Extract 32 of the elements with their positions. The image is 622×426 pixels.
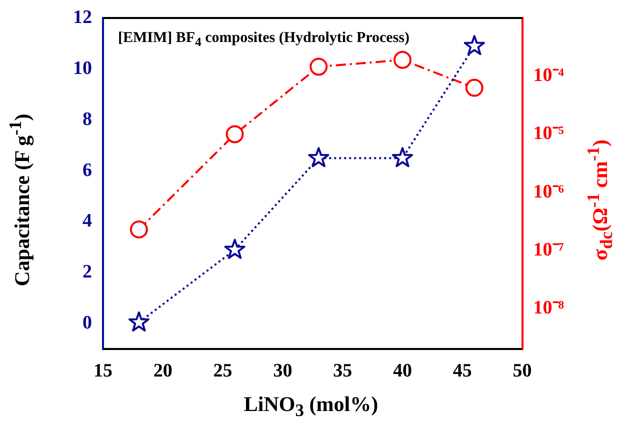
point <box>392 147 414 168</box>
y-tick-label: 0 <box>82 312 92 334</box>
y2-tick-label: 10⁻⁷ <box>533 239 564 260</box>
y2-tick-label: 10⁻⁸ <box>533 297 564 318</box>
y-tick-label: 2 <box>82 262 92 283</box>
x-tick-label: 30 <box>273 360 292 382</box>
x-tick-label: 40 <box>393 360 412 382</box>
annotation: [EMIM] BF$_{4}$ composites (Hydrolytic Process) <box>118 30 410 50</box>
y2-tick-label: 10⁻⁵ <box>533 123 564 144</box>
y-tick-label: 4 <box>82 210 92 232</box>
y-tick-label: 6 <box>82 160 92 181</box>
x-tick-label: 25 <box>213 360 232 382</box>
point <box>130 220 148 238</box>
y-tick-label: 10 <box>73 58 92 79</box>
point <box>310 58 328 76</box>
x-tick-label: 50 <box>512 360 532 382</box>
point <box>465 78 484 97</box>
x-tick-label: 35 <box>333 360 352 382</box>
point <box>308 147 330 168</box>
point <box>394 50 412 69</box>
x-tick-label: 15 <box>94 360 112 382</box>
point <box>226 125 244 144</box>
x-axis-title: LiNO$_{3}$ (mol%) <box>242 392 380 422</box>
y2-tick-label: 10⁻⁶ <box>533 181 564 202</box>
point <box>464 35 485 56</box>
y-tick-label: 8 <box>82 108 92 130</box>
y2-tick-label: 10⁻⁴ <box>533 65 564 86</box>
point <box>224 238 246 259</box>
point <box>128 311 150 332</box>
x-tick-label: 45 <box>452 360 472 382</box>
y-tick-label: 12 <box>73 6 92 28</box>
x-tick-label: 20 <box>153 360 172 382</box>
